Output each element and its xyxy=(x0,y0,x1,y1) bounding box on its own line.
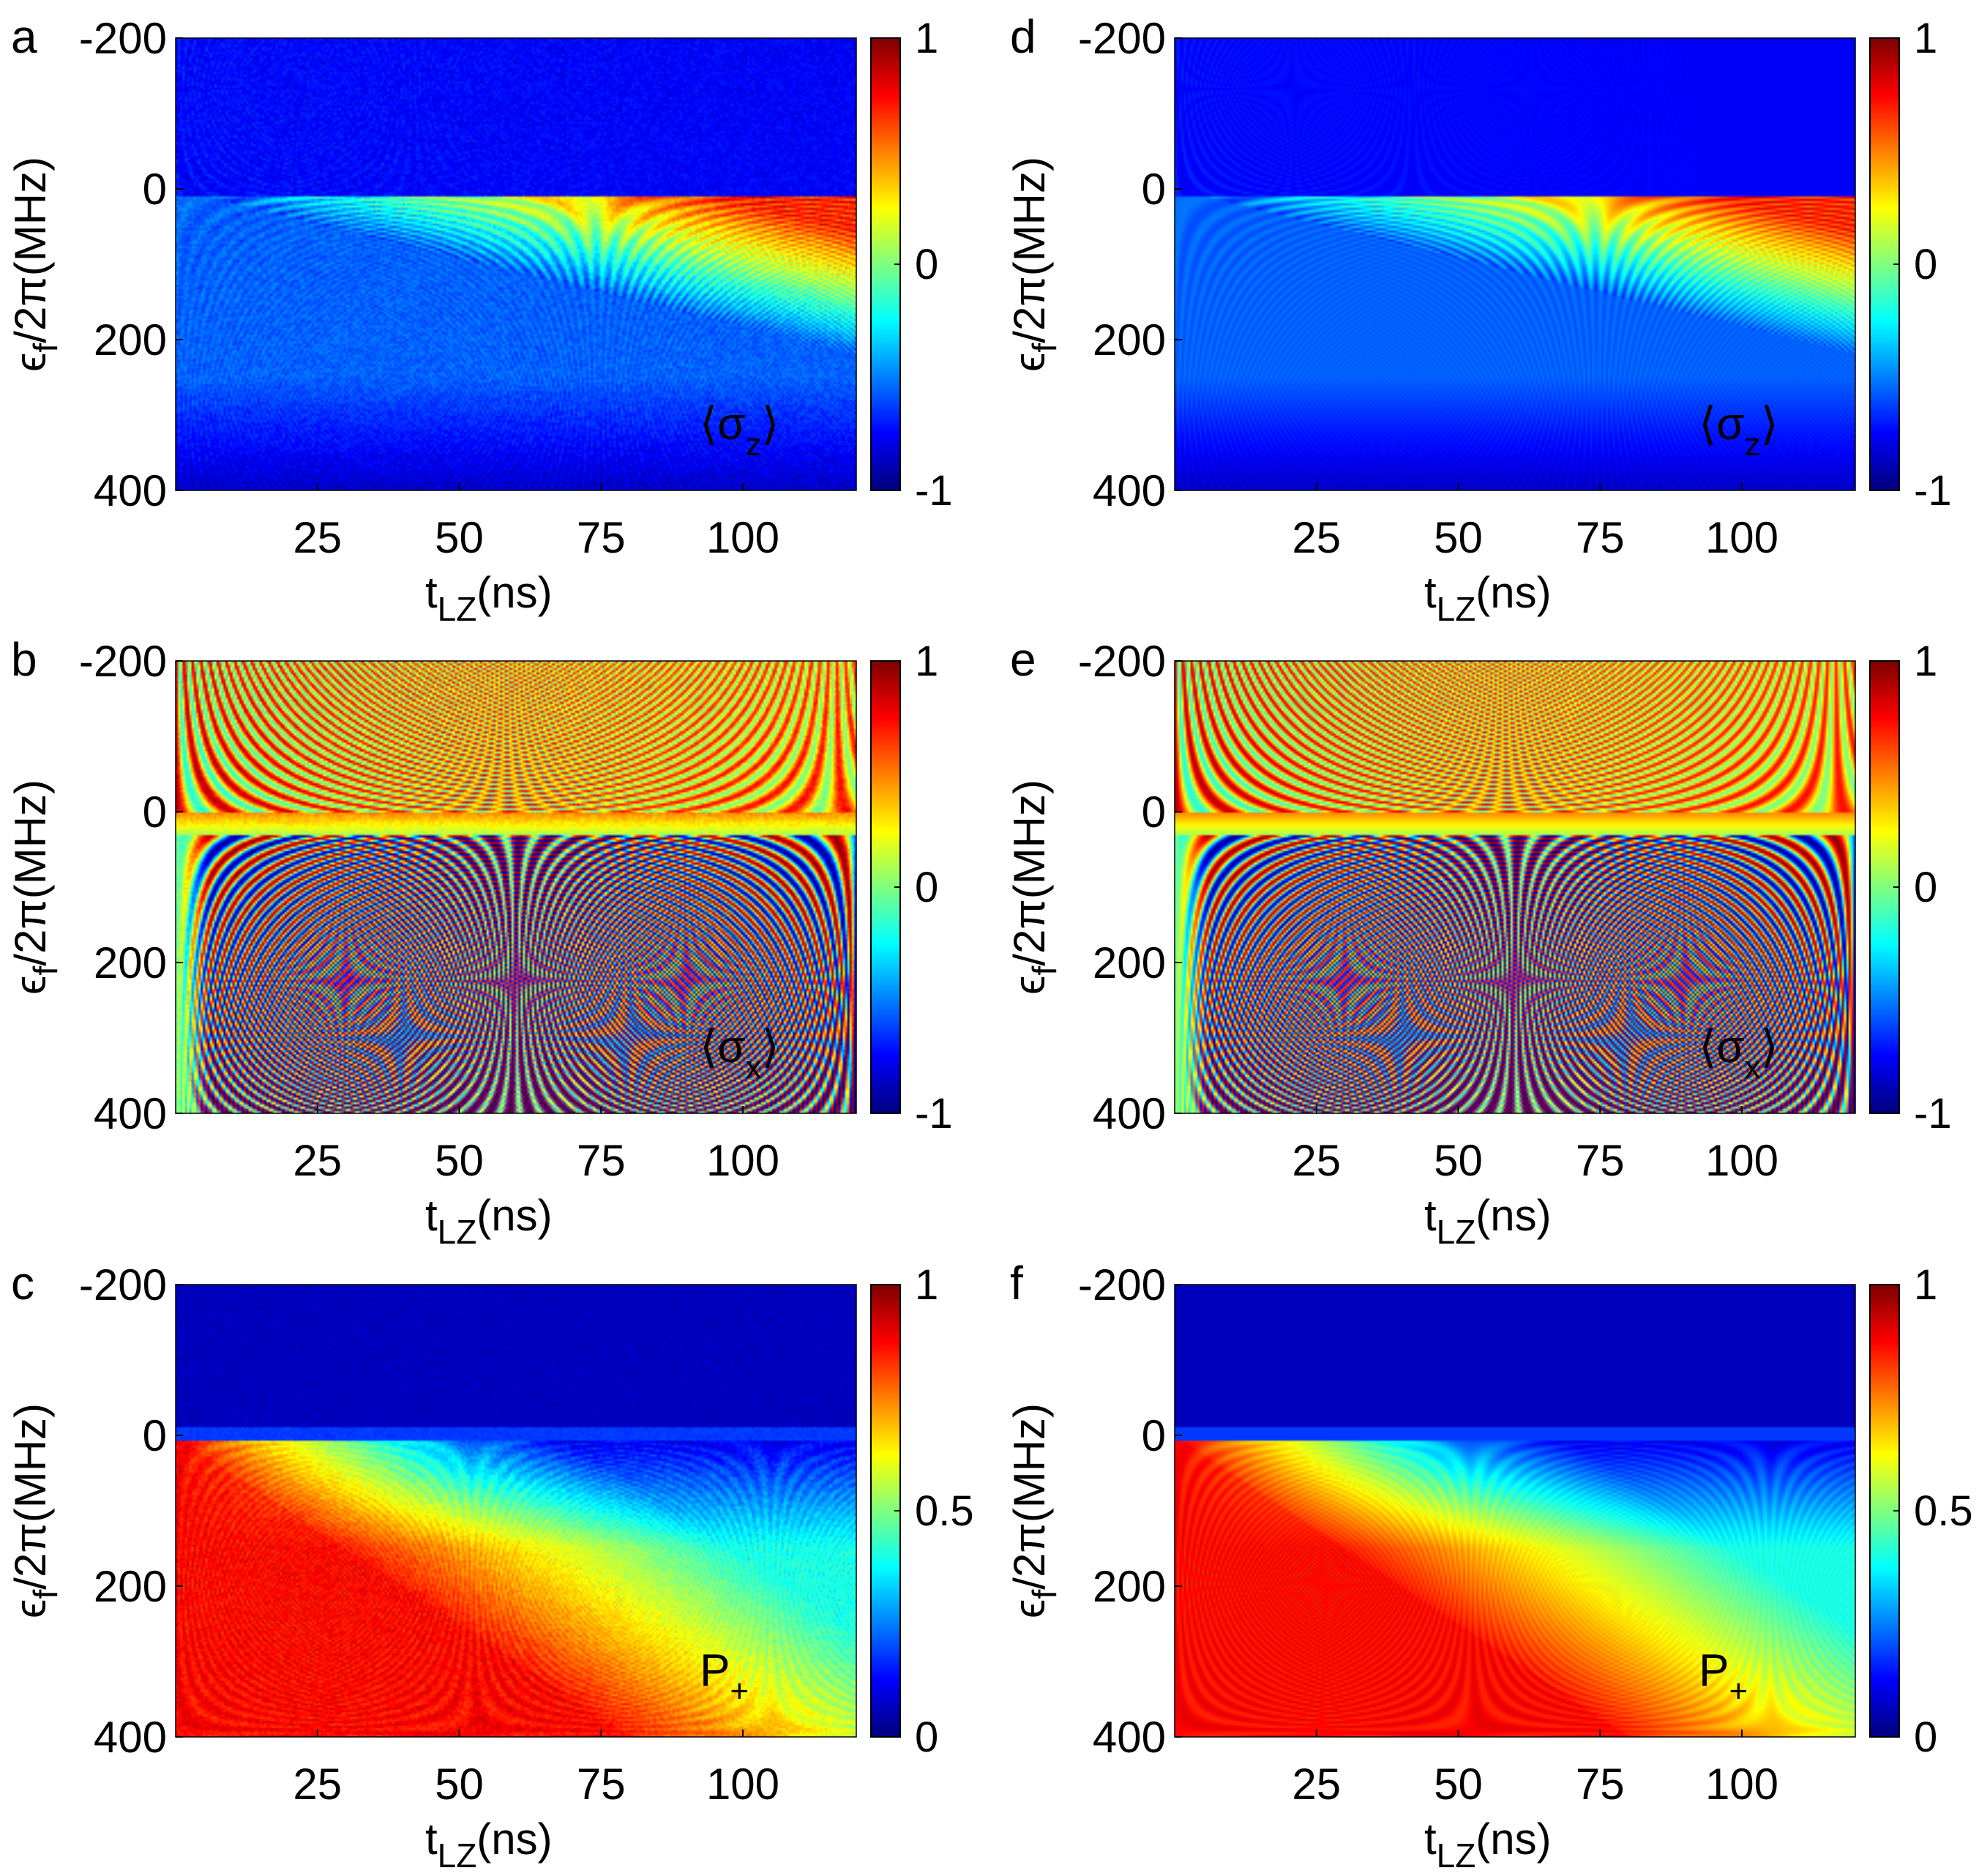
x-axis-label: tLZ(ns) xyxy=(1424,568,1552,628)
y-tick-label: 200 xyxy=(94,938,167,987)
x-tick-label: 50 xyxy=(1434,1760,1483,1809)
colorbar-tick-label: 1 xyxy=(915,1261,938,1309)
y-tick-label: 0 xyxy=(143,165,167,214)
y-tick-label: 200 xyxy=(1093,938,1166,987)
y-tick-label: -200 xyxy=(1078,1260,1166,1309)
x-axis-label: tLZ(ns) xyxy=(425,1191,553,1251)
colorbar-tick-label: 0 xyxy=(1914,1714,1937,1761)
x-tick-label: 100 xyxy=(706,1136,779,1185)
x-tick-label: 25 xyxy=(1292,1760,1341,1809)
figure: 25 50 75 100-2000200400tLZ(ns)ϵf/2π(MHz)a⟨σ… xyxy=(0,0,1979,1876)
colorbar-tick-label: -1 xyxy=(915,1090,953,1137)
colorbar-tick-label: -1 xyxy=(1914,467,1952,515)
panel-letter: c xyxy=(11,1257,34,1309)
heatmap-b xyxy=(176,661,856,1113)
panel-letter: f xyxy=(1010,1257,1023,1309)
x-tick-label: 50 xyxy=(435,1760,484,1809)
y-tick-label: 0 xyxy=(143,788,167,837)
panel-letter: a xyxy=(11,10,37,63)
colorbar-tick-label: 1 xyxy=(915,15,938,62)
y-axis-label: ϵf/2π(MHz) xyxy=(1005,1403,1063,1618)
x-tick-label: 75 xyxy=(577,1136,626,1185)
x-tick-label: 50 xyxy=(1434,1136,1483,1185)
colorbar-tick-label: 0 xyxy=(915,1714,938,1761)
y-tick-label: 200 xyxy=(1093,1562,1166,1611)
x-tick-label: 25 xyxy=(293,1136,342,1185)
y-axis-label: ϵf/2π(MHz) xyxy=(6,1403,64,1618)
y-tick-label: 400 xyxy=(94,1089,167,1138)
x-tick-label: 25 xyxy=(293,1760,342,1809)
y-tick-label: 0 xyxy=(1142,1411,1166,1460)
y-axis-label: ϵf/2π(MHz) xyxy=(6,780,64,995)
colorbar-tick-label: 0.5 xyxy=(1914,1487,1973,1535)
x-tick-label: 75 xyxy=(1576,1760,1625,1809)
panel-letter: e xyxy=(1010,633,1036,686)
heatmap-e xyxy=(1175,661,1855,1113)
x-tick-label: 100 xyxy=(1705,513,1778,562)
x-tick-label: 75 xyxy=(1576,1136,1625,1185)
heatmap-f xyxy=(1175,1285,1855,1737)
y-tick-label: 400 xyxy=(94,1713,167,1762)
x-tick-label: 100 xyxy=(1705,1136,1778,1185)
colorbar-tick-label: 1 xyxy=(915,638,938,685)
y-axis-label: ϵf/2π(MHz) xyxy=(1005,157,1063,372)
x-tick-label: 25 xyxy=(1292,513,1341,562)
x-tick-label: 100 xyxy=(706,513,779,562)
x-tick-label: 25 xyxy=(293,513,342,562)
y-tick-label: -200 xyxy=(1078,637,1166,686)
x-axis-label: tLZ(ns) xyxy=(1424,1815,1552,1875)
colorbar-tick-label: 0.5 xyxy=(915,1487,974,1535)
x-tick-label: 50 xyxy=(1434,513,1483,562)
x-tick-label: 50 xyxy=(435,1136,484,1185)
colorbar-tick-label: -1 xyxy=(1914,1090,1952,1137)
colorbar-tick-label: 1 xyxy=(1914,638,1937,685)
y-tick-label: 0 xyxy=(143,1411,167,1460)
x-axis-label: tLZ(ns) xyxy=(425,1815,553,1875)
panel-letter: b xyxy=(11,633,37,686)
y-tick-label: -200 xyxy=(79,14,167,63)
x-tick-label: 25 xyxy=(1292,1136,1341,1185)
y-tick-label: 400 xyxy=(1093,466,1166,515)
x-axis-label: tLZ(ns) xyxy=(425,568,553,628)
x-tick-label: 75 xyxy=(577,1760,626,1809)
heatmap-d xyxy=(1175,38,1855,490)
y-tick-label: -200 xyxy=(1078,14,1166,63)
x-axis-label: tLZ(ns) xyxy=(1424,1191,1552,1251)
x-tick-label: 100 xyxy=(706,1760,779,1809)
x-tick-label: 100 xyxy=(1705,1760,1778,1809)
y-tick-label: -200 xyxy=(79,1260,167,1309)
colorbar-tick-label: 1 xyxy=(1914,1261,1937,1309)
x-tick-label: 75 xyxy=(577,513,626,562)
colorbar-tick-label: 0 xyxy=(915,864,938,911)
y-tick-label: 200 xyxy=(94,315,167,365)
colorbar-tick-label: 0 xyxy=(915,241,938,288)
colorbar-tick-label: 0 xyxy=(1914,864,1937,911)
y-tick-label: 0 xyxy=(1142,788,1166,837)
y-tick-label: 200 xyxy=(1093,315,1166,365)
panel-letter: d xyxy=(1010,10,1036,63)
y-tick-label: 0 xyxy=(1142,165,1166,214)
y-axis-label: ϵf/2π(MHz) xyxy=(1005,780,1063,995)
y-axis-label: ϵf/2π(MHz) xyxy=(6,157,64,372)
y-tick-label: 400 xyxy=(1093,1713,1166,1762)
y-tick-label: 400 xyxy=(1093,1089,1166,1138)
x-tick-label: 50 xyxy=(435,513,484,562)
colorbar-tick-label: 1 xyxy=(1914,15,1937,62)
colorbar-tick-label: -1 xyxy=(915,467,953,515)
y-tick-label: 200 xyxy=(94,1562,167,1611)
heatmap-a xyxy=(176,38,856,490)
heatmap-c xyxy=(176,1285,856,1737)
x-tick-label: 75 xyxy=(1576,513,1625,562)
colorbar-tick-label: 0 xyxy=(1914,241,1937,288)
y-tick-label: 400 xyxy=(94,466,167,515)
y-tick-label: -200 xyxy=(79,637,167,686)
